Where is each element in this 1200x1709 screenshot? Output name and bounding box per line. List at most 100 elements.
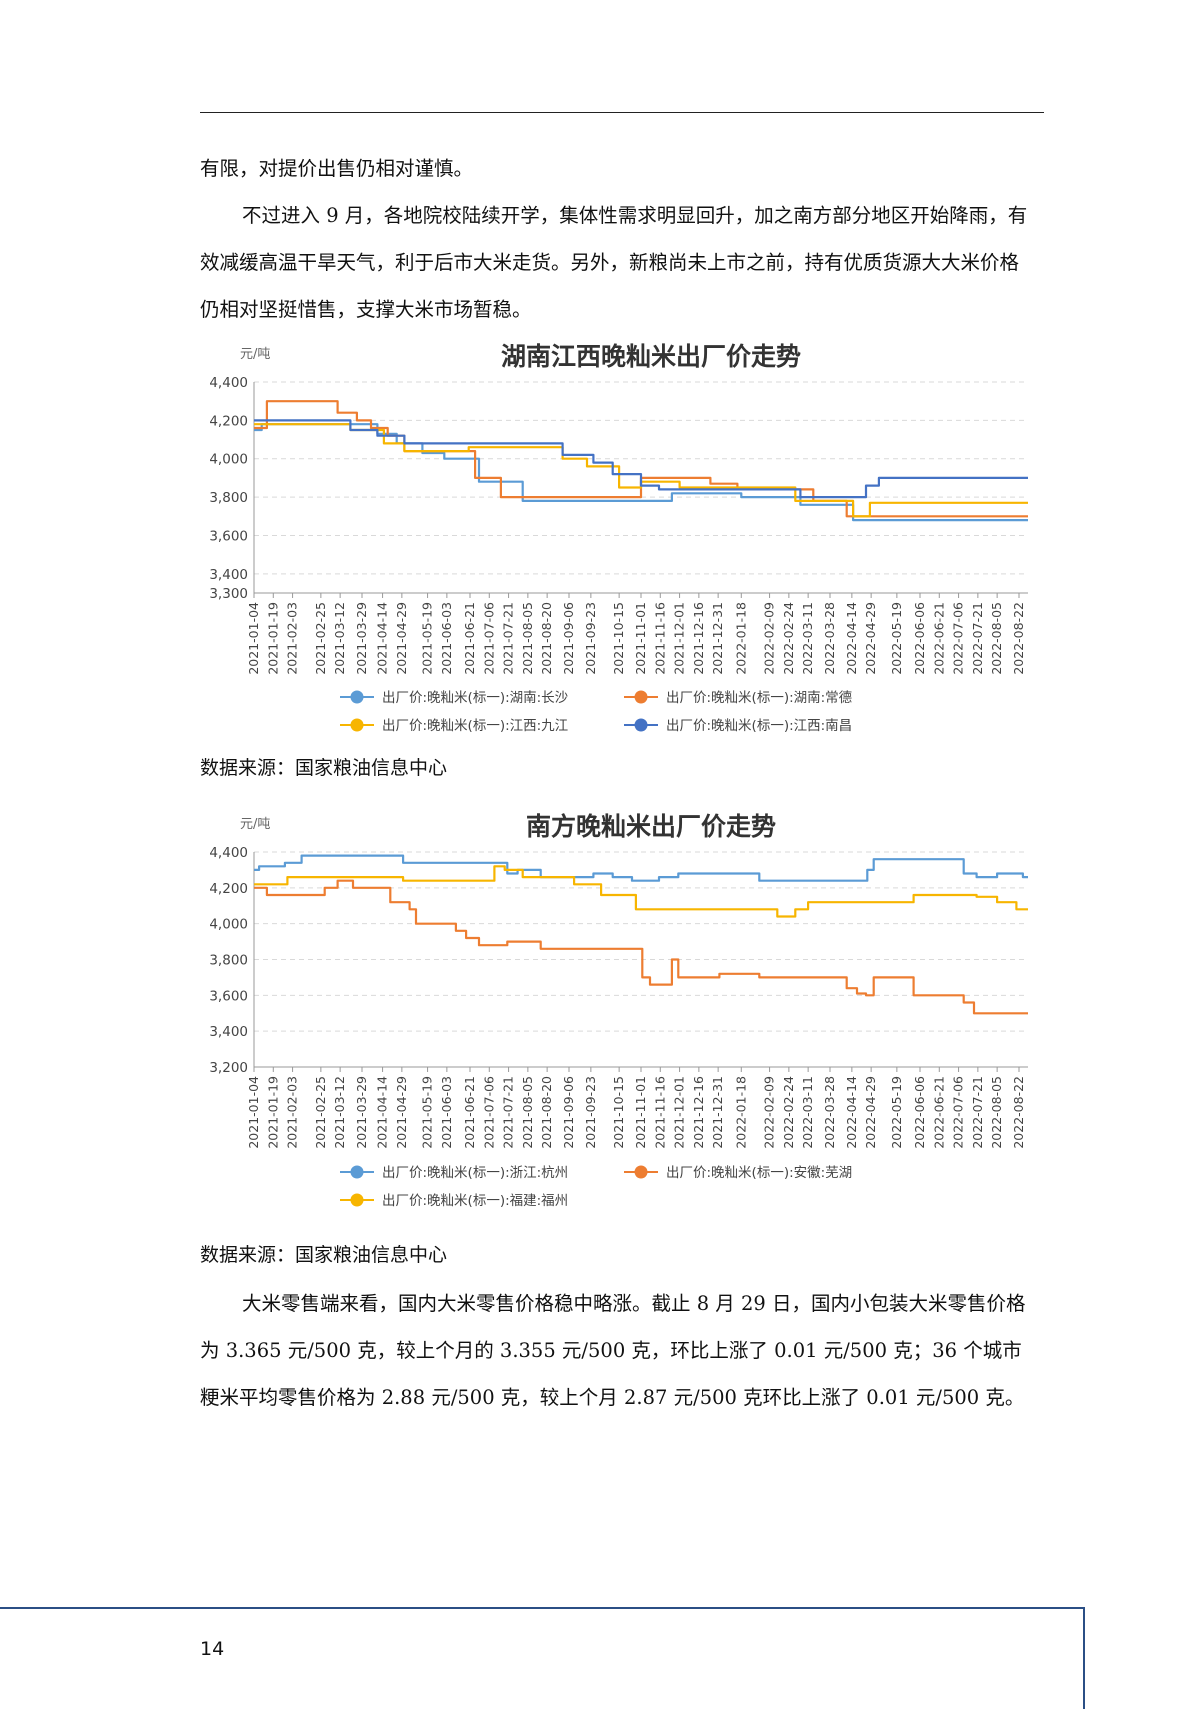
x-tick-label: 2022-06-21 bbox=[931, 602, 946, 675]
x-tick-label: 2021-07-21 bbox=[501, 602, 516, 675]
x-tick-label: 2022-08-05 bbox=[989, 602, 1004, 675]
y-tick-label: 4,200 bbox=[209, 881, 248, 897]
legend-marker bbox=[350, 690, 364, 704]
x-tick-label: 2021-07-06 bbox=[481, 1076, 496, 1149]
series-line bbox=[254, 419, 1028, 499]
x-tick-label: 2022-02-09 bbox=[762, 1076, 777, 1149]
y-tick-label: 4,000 bbox=[209, 917, 248, 933]
x-tick-label: 2021-02-25 bbox=[313, 602, 328, 675]
y-tick-label: 4,400 bbox=[209, 375, 248, 391]
x-tick-label: 2021-06-03 bbox=[439, 1076, 454, 1149]
x-tick-label: 2022-03-11 bbox=[800, 1076, 815, 1149]
x-tick-label: 2022-06-06 bbox=[912, 1076, 927, 1149]
x-tick-label: 2021-08-20 bbox=[539, 1076, 554, 1149]
header-rule bbox=[200, 112, 1044, 113]
footer-frame bbox=[0, 1607, 1085, 1709]
x-tick-label: 2022-03-28 bbox=[822, 1076, 837, 1149]
y-tick-label: 3,600 bbox=[209, 988, 248, 1004]
x-tick-label: 2022-07-21 bbox=[970, 1076, 985, 1149]
series-line bbox=[254, 865, 1028, 918]
legend-marker bbox=[350, 1193, 364, 1207]
series-line bbox=[254, 854, 1028, 882]
x-tick-label: 2021-12-01 bbox=[672, 602, 687, 675]
x-tick-label: 2022-05-19 bbox=[889, 602, 904, 675]
x-tick-label: 2021-03-29 bbox=[354, 1076, 369, 1149]
x-tick-label: 2022-01-18 bbox=[733, 1076, 748, 1149]
x-tick-label: 2021-11-16 bbox=[652, 1076, 667, 1149]
x-tick-label: 2021-09-23 bbox=[583, 602, 598, 675]
chart-title: 南方晚籼米出厂价走势 bbox=[526, 812, 776, 841]
x-tick-label: 2021-11-01 bbox=[633, 602, 648, 675]
x-tick-label: 2022-02-24 bbox=[781, 1076, 796, 1149]
y-tick-label: 4,000 bbox=[209, 452, 248, 468]
legend-marker bbox=[634, 718, 648, 732]
x-tick-label: 2022-02-24 bbox=[781, 602, 796, 675]
x-tick-label: 2021-04-14 bbox=[375, 602, 390, 675]
x-tick-label: 2021-03-12 bbox=[332, 602, 347, 675]
x-tick-label: 2021-08-20 bbox=[539, 602, 554, 675]
x-tick-label: 2021-05-19 bbox=[420, 602, 435, 675]
x-tick-label: 2022-04-14 bbox=[844, 1076, 859, 1149]
y-tick-label: 3,400 bbox=[209, 1024, 248, 1040]
x-tick-label: 2021-07-21 bbox=[501, 1076, 516, 1149]
legend-label: 出厂价:晚籼米(标一):江西:南昌 bbox=[666, 718, 852, 734]
x-tick-label: 2021-01-19 bbox=[265, 602, 280, 675]
x-tick-label: 2022-01-18 bbox=[733, 602, 748, 675]
x-tick-label: 2021-04-29 bbox=[394, 1076, 409, 1149]
x-tick-label: 2022-03-11 bbox=[800, 602, 815, 675]
x-tick-label: 2021-11-16 bbox=[652, 602, 667, 675]
x-tick-label: 2021-04-14 bbox=[375, 1076, 390, 1149]
series-line bbox=[254, 423, 1028, 522]
x-tick-label: 2022-07-21 bbox=[970, 602, 985, 675]
chart-title: 湖南江西晚籼米出厂价走势 bbox=[501, 342, 801, 371]
x-tick-label: 2021-10-15 bbox=[611, 602, 626, 675]
paragraph-2: 不过进入 9 月，各地院校陆续开学，集体性需求明显回升，加之南方部分地区开始降雨… bbox=[200, 204, 1028, 321]
source-note-2: 数据来源：国家粮油信息中心 bbox=[200, 1244, 448, 1266]
y-unit-label: 元/吨 bbox=[240, 817, 270, 832]
source-note-1: 数据来源：国家粮油信息中心 bbox=[200, 757, 448, 779]
x-tick-label: 2021-03-29 bbox=[354, 602, 369, 675]
x-tick-label: 2022-08-22 bbox=[1011, 602, 1026, 675]
x-tick-label: 2021-12-16 bbox=[691, 1076, 706, 1149]
paragraph-3: 大米零售端来看，国内大米零售价格稳中略涨。截止 8 月 29 日，国内小包装大米… bbox=[200, 1292, 1026, 1409]
x-tick-label: 2021-08-05 bbox=[520, 1076, 535, 1149]
x-tick-label: 2021-01-04 bbox=[246, 602, 261, 675]
legend-label: 出厂价:晚籼米(标一):安徽:芜湖 bbox=[666, 1165, 852, 1181]
x-tick-label: 2021-10-15 bbox=[611, 1076, 626, 1149]
x-tick-label: 2021-08-05 bbox=[520, 602, 535, 675]
x-tick-label: 2021-09-23 bbox=[583, 1076, 598, 1149]
x-tick-label: 2022-05-19 bbox=[889, 1076, 904, 1149]
y-tick-label: 4,400 bbox=[209, 845, 248, 861]
x-tick-label: 2022-08-05 bbox=[989, 1076, 1004, 1149]
x-tick-label: 2021-06-21 bbox=[462, 1076, 477, 1149]
y-unit-label: 元/吨 bbox=[240, 347, 270, 362]
x-tick-label: 2022-07-06 bbox=[951, 1076, 966, 1149]
y-tick-label: 3,800 bbox=[209, 490, 248, 506]
x-tick-label: 2021-01-04 bbox=[246, 1076, 261, 1149]
series-line bbox=[254, 423, 1028, 518]
x-tick-label: 2022-04-29 bbox=[863, 1076, 878, 1149]
x-tick-label: 2022-07-06 bbox=[951, 602, 966, 675]
x-tick-label: 2021-02-03 bbox=[285, 602, 300, 675]
chart-2: 南方晚籼米出厂价走势 元/吨 3,200 3,400 3,600 3,800 4,000 4,… bbox=[200, 800, 1044, 1220]
x-tick-label: 2021-12-01 bbox=[672, 1076, 687, 1149]
legend-label: 出厂价:晚籼米(标一):浙江:杭州 bbox=[382, 1165, 568, 1181]
x-tick-label: 2021-06-03 bbox=[439, 602, 454, 675]
x-tick-label: 2022-04-29 bbox=[863, 602, 878, 675]
x-tick-label: 2022-06-06 bbox=[912, 602, 927, 675]
legend-marker bbox=[634, 690, 648, 704]
x-tick-label: 2021-04-29 bbox=[394, 602, 409, 675]
x-tick-label: 2021-11-01 bbox=[633, 1076, 648, 1149]
x-tick-label: 2021-07-06 bbox=[481, 602, 496, 675]
x-tick-label: 2021-12-31 bbox=[710, 1076, 725, 1149]
y-tick-label: 3,600 bbox=[209, 528, 248, 544]
legend-label: 出厂价:晚籼米(标一):湖南:常德 bbox=[666, 690, 852, 706]
x-tick-label: 2021-02-03 bbox=[285, 1076, 300, 1149]
x-tick-label: 2022-08-22 bbox=[1011, 1076, 1026, 1149]
y-tick-label: 3,400 bbox=[209, 567, 248, 583]
chart-2-svg: 南方晚籼米出厂价走势 元/吨 3,200 3,400 3,600 3,800 4,000 4,… bbox=[209, 812, 1028, 1209]
legend-marker bbox=[350, 718, 364, 732]
legend-marker bbox=[350, 1165, 364, 1179]
x-tick-label: 2022-04-14 bbox=[844, 602, 859, 675]
chart-1-svg: 湖南江西晚籼米出厂价走势 元/吨 3,300 3,400 3,600 3,800 4,000… bbox=[209, 342, 1028, 734]
